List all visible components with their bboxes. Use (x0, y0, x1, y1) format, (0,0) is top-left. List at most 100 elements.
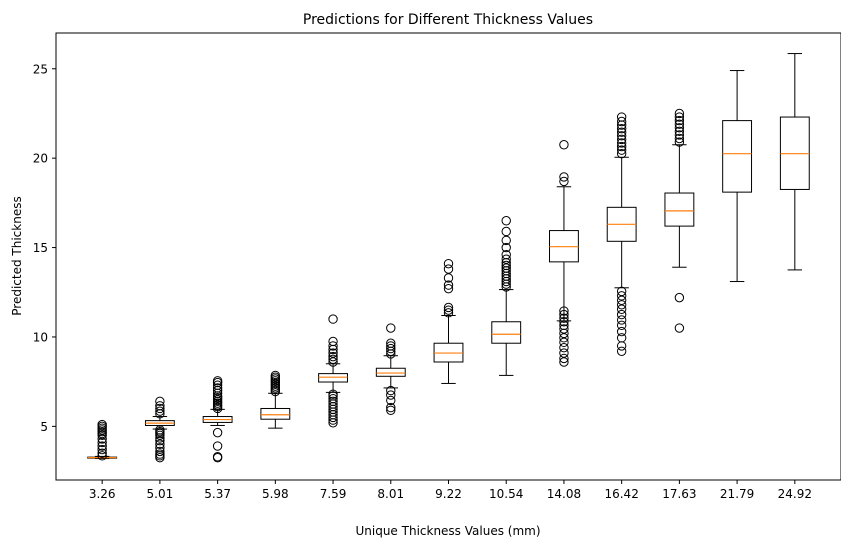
outlier-point (328, 336, 338, 347)
box-21.79 (722, 70, 753, 283)
box-8.01 (375, 323, 406, 415)
outlier-point (559, 172, 569, 182)
box-24.92 (779, 53, 810, 271)
outlier-point (616, 300, 627, 310)
outlier-point (501, 235, 511, 246)
outlier-point (674, 115, 685, 126)
outlier-point (559, 176, 569, 187)
x-tick-label: 8.01 (377, 487, 404, 501)
x-tick-label: 10.54 (489, 487, 523, 501)
outlier-point (616, 116, 627, 127)
outlier-point (97, 419, 107, 430)
outlier-point (97, 441, 107, 451)
outlier-point (674, 137, 685, 147)
box-3.26 (87, 419, 118, 461)
outlier-point (155, 449, 165, 459)
plot-area (87, 53, 810, 463)
outlier-point (616, 112, 627, 122)
outlier-point (674, 119, 685, 129)
iqr-box (260, 407, 291, 420)
outlier-point (674, 292, 685, 303)
outlier-point (616, 127, 627, 137)
outlier-point (616, 346, 627, 356)
x-tick-label: 16.42 (604, 487, 638, 501)
chart-title: Predictions for Different Thickness Valu… (303, 12, 593, 28)
outlier-point (97, 451, 107, 461)
outlier-point (386, 343, 396, 354)
iqr-box (722, 120, 753, 193)
outlier-point (155, 435, 165, 446)
outlier-point (212, 380, 223, 390)
outlier-point (616, 309, 627, 320)
outlier-point (559, 342, 569, 353)
outlier-point (155, 406, 165, 416)
outlier-point (674, 112, 685, 122)
y-axis-label: Predicted Thickness (10, 196, 24, 315)
outlier-point (328, 393, 338, 404)
outlier-point (443, 258, 454, 269)
outlier-point (616, 333, 627, 343)
x-tick-label: 17.63 (662, 487, 696, 501)
outlier-point (501, 250, 511, 260)
x-tick-label: 5.01 (147, 487, 174, 501)
outlier-point (501, 260, 511, 271)
outlier-point (616, 291, 627, 301)
outlier-point (212, 376, 223, 386)
outlier-point (97, 448, 107, 458)
outlier-point (212, 427, 223, 438)
iqr-box (491, 321, 522, 344)
y-tick-label: 10 (33, 330, 48, 344)
outlier-point (616, 145, 627, 155)
outlier-point (559, 140, 569, 150)
x-tick-label: 5.98 (262, 487, 289, 501)
outlier-point (501, 242, 511, 253)
outlier-point (386, 390, 396, 400)
outlier-point (559, 317, 569, 327)
outlier-point (616, 315, 627, 325)
outlier-point (559, 348, 569, 358)
box-5.01 (144, 396, 175, 463)
outlier-point (559, 357, 569, 367)
outlier-point (443, 302, 454, 313)
outlier-point (616, 123, 627, 134)
y-tick-label: 25 (33, 62, 48, 76)
outlier-point (616, 341, 627, 351)
outlier-point (616, 131, 627, 141)
box-16.42 (606, 112, 637, 356)
outlier-point (616, 320, 627, 331)
outlier-point (501, 226, 511, 237)
box-17.63 (664, 108, 695, 333)
box-10.54 (491, 216, 522, 376)
outlier-point (559, 324, 569, 334)
box-5.37 (202, 376, 233, 463)
outlier-point (443, 273, 454, 283)
outlier-point (212, 383, 223, 393)
outlier-point (328, 357, 338, 367)
iqr-box (664, 192, 695, 227)
outlier-point (155, 396, 165, 407)
outlier-point (501, 254, 511, 264)
outlier-point (328, 354, 338, 365)
outlier-point (386, 395, 396, 406)
outlier-point (328, 396, 338, 407)
outlier-point (616, 138, 627, 148)
outlier-point (559, 309, 569, 320)
outlier-point (443, 283, 454, 294)
outlier-point (674, 323, 685, 333)
outlier-point (559, 333, 569, 343)
y-axis: 5 10 15 20 25 (33, 62, 56, 434)
outlier-point (97, 444, 107, 455)
outlier-point (212, 441, 223, 451)
outlier-point (674, 130, 685, 140)
outlier-point (386, 405, 396, 415)
x-tick-label: 9.22 (435, 487, 462, 501)
outlier-point (559, 353, 569, 364)
outlier-point (616, 148, 627, 159)
x-axis: 3.26 5.01 5.37 5.98 7.59 8.01 9.22 10.54 14.08 16… (89, 480, 812, 501)
outlier-point (616, 141, 627, 152)
outlier-point (386, 338, 396, 348)
outlier-point (386, 385, 396, 396)
box-7.59 (318, 314, 348, 428)
outlier-point (616, 326, 627, 337)
